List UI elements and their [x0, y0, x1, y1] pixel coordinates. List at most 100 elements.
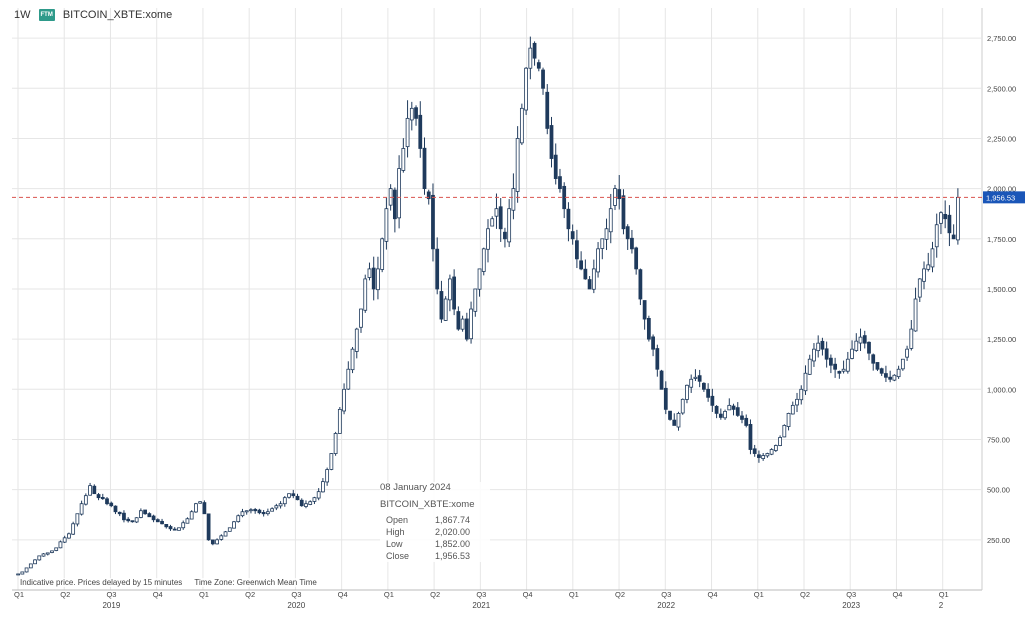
candle-body [723, 410, 727, 419]
candle-body [718, 413, 723, 418]
candle-body [807, 358, 812, 375]
candle-body [452, 276, 457, 310]
candle-body [790, 404, 795, 415]
candle-body [477, 268, 482, 290]
tooltip-date: 08 January 2024 [380, 482, 451, 493]
candle-body [287, 493, 291, 498]
candle-body [570, 231, 575, 240]
candle-body [308, 501, 313, 505]
candle-body [727, 404, 732, 411]
delay-note: Indicative price. Prices delayed by 15 m… [20, 578, 183, 587]
candle-body [130, 520, 135, 523]
candle-body [75, 513, 80, 525]
candle-body [265, 511, 270, 515]
tooltip-open-value: 1,867.74 [434, 515, 470, 525]
x-tick-label: Q1 [569, 590, 579, 599]
candle-body [155, 519, 160, 523]
x-tick-label: Q1 [384, 590, 394, 599]
candle-body [795, 398, 799, 406]
candle-body [122, 512, 126, 521]
candle-body [460, 318, 465, 330]
candle-body [735, 407, 740, 416]
candle-body [553, 154, 558, 179]
candle-body [621, 195, 626, 230]
candle-body [426, 191, 431, 200]
candle-body [232, 521, 236, 529]
ft-logo-icon: FTM [38, 9, 55, 21]
candle-body [646, 318, 651, 340]
candle-body [600, 238, 605, 249]
candle-body [147, 513, 152, 518]
candle-body [693, 376, 698, 379]
candle-body [253, 509, 258, 512]
candle-body [947, 214, 952, 234]
year-label: 2019 [102, 601, 120, 610]
candle-body [934, 224, 939, 248]
year-label: 2 [939, 601, 944, 610]
candle-body [105, 498, 109, 505]
candle-body [397, 168, 401, 219]
x-tick-label: Q1 [939, 590, 949, 599]
candle-body [575, 240, 579, 260]
candle-body [634, 247, 639, 270]
tooltip-symbol: BITCOIN_XBTE:xome [380, 499, 475, 510]
candle-body [261, 512, 266, 515]
candle-body [443, 298, 448, 321]
candle-body [816, 342, 821, 352]
candle-body [92, 485, 97, 495]
candle-body [236, 515, 241, 523]
x-tick-label: Q2 [430, 590, 440, 599]
candle-body [541, 69, 545, 89]
candle-body [185, 518, 190, 524]
candle-body [113, 505, 118, 513]
candle-body [583, 268, 588, 280]
candle-body [841, 368, 846, 372]
candle-body [414, 107, 418, 119]
candle-body [905, 348, 909, 358]
candle-body [761, 455, 766, 459]
year-label: 2023 [842, 601, 860, 610]
interval-label[interactable]: 1W [14, 9, 31, 21]
candle-body [824, 348, 829, 360]
candle-body [439, 291, 444, 320]
candle-body [507, 208, 512, 243]
candle-body [367, 268, 372, 278]
candle-body [503, 231, 507, 240]
candle-body [363, 278, 368, 311]
candle-body [494, 208, 499, 217]
candle-body [168, 526, 173, 530]
candle-body [409, 107, 414, 121]
candle-body [659, 370, 664, 390]
symbol-label[interactable]: BITCOIN_XBTE:xome [62, 9, 173, 21]
candle-body [33, 559, 37, 565]
year-label: 2020 [287, 601, 305, 610]
candle-body [431, 194, 435, 250]
candle-body [587, 279, 592, 290]
candle-body [536, 62, 541, 69]
candle-body [418, 114, 423, 149]
candle-body [359, 308, 363, 328]
candle-body [481, 248, 486, 272]
candle-body [464, 318, 469, 340]
candle-body [316, 491, 321, 499]
candle-body [528, 47, 533, 69]
candle-body [896, 368, 901, 378]
candle-body [731, 405, 736, 410]
x-tick-label: Q2 [800, 590, 810, 599]
candle-body [333, 433, 338, 454]
y-tick-label: 2,750.00 [987, 34, 1016, 43]
tooltip-high-row: High 2,020.00 [380, 526, 490, 538]
tooltip-open-row: Open 1,867.74 [380, 514, 490, 526]
candle-body [486, 228, 490, 250]
x-tick-label: Q4 [338, 590, 348, 599]
candle-body [312, 497, 317, 502]
candle-body [151, 515, 156, 521]
candle-body [740, 415, 744, 420]
candle-body [591, 268, 596, 290]
candle-body [773, 445, 778, 451]
candle-body [786, 412, 791, 427]
candle-body [702, 382, 706, 390]
candle-body [240, 511, 245, 517]
candle-body [663, 387, 668, 410]
candle-body [498, 206, 503, 230]
